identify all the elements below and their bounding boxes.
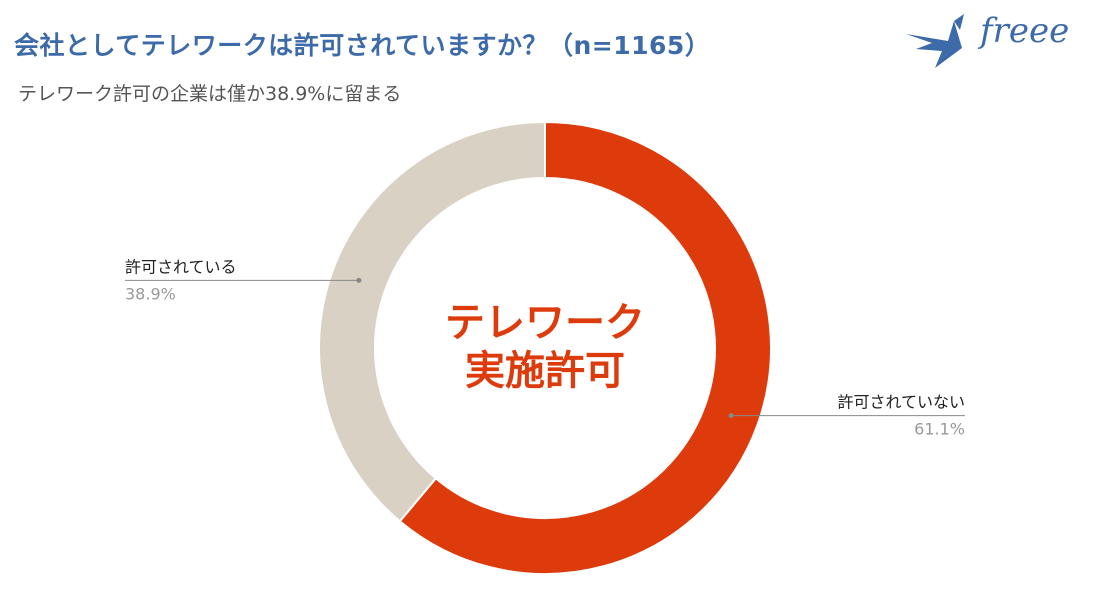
donut-slice-1 <box>398 120 772 575</box>
slice-callouts: 許可されていない 61.1% 許可されている 38.9% <box>125 257 965 439</box>
center-label-line1: テレワーク <box>445 300 645 346</box>
brand-wordmark: freee <box>977 11 1069 51</box>
swallow-icon <box>906 14 964 68</box>
chart-subtitle: テレワーク許可の企業は僅か38.9%に留まる <box>18 83 402 105</box>
slice-value-2: 38.9% <box>125 284 176 303</box>
center-label-line2: 実施許可 <box>465 348 625 394</box>
donut-slice-2 <box>318 120 546 523</box>
slice-value-1: 61.1% <box>914 420 965 439</box>
donut-slices <box>318 120 772 575</box>
slice-label-2: 許可されている <box>125 257 237 276</box>
slice-label-1: 許可されていない <box>837 393 965 412</box>
chart-title: 会社としてテレワークは許可されていますか？（n=1165） <box>14 31 711 60</box>
freee-logo: freee <box>906 11 1069 68</box>
